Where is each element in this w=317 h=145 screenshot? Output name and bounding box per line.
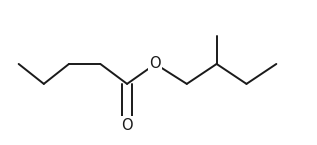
Text: O: O	[121, 118, 133, 133]
Text: O: O	[150, 56, 161, 71]
